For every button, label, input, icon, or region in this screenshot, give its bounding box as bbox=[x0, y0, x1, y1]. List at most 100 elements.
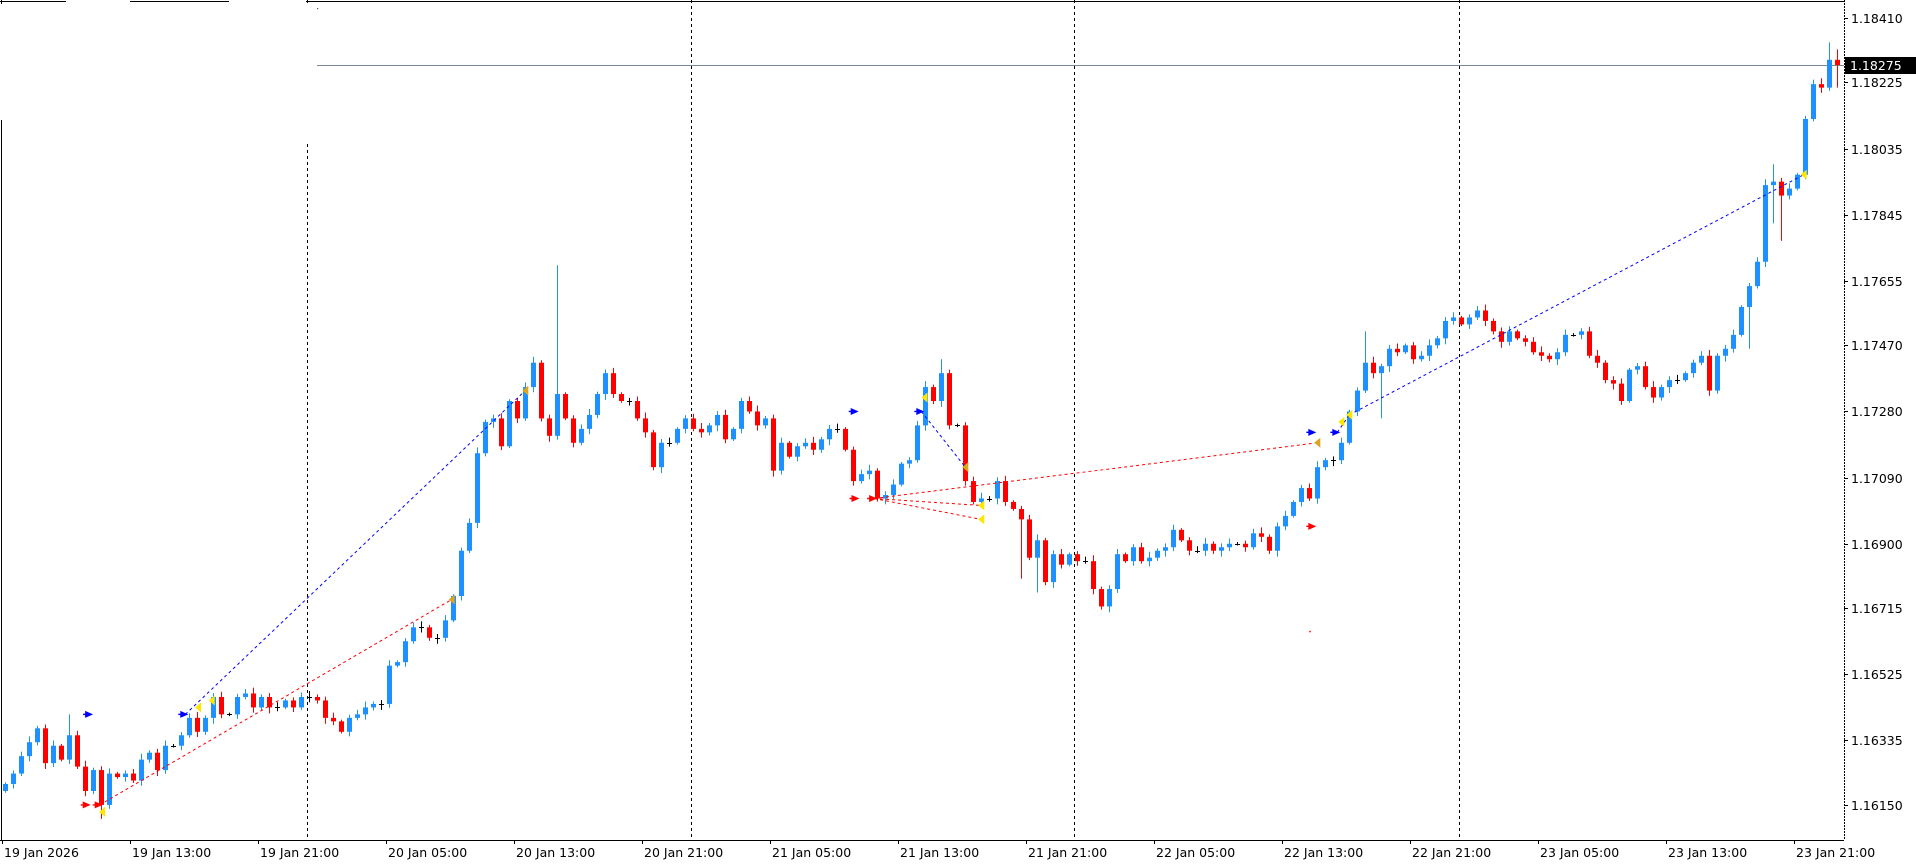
candle-body bbox=[179, 735, 184, 746]
candle bbox=[547, 414, 552, 442]
candle bbox=[1243, 540, 1248, 552]
candle bbox=[243, 688, 248, 700]
candle bbox=[195, 711, 200, 738]
candle-body bbox=[771, 418, 776, 471]
candle bbox=[1459, 315, 1464, 327]
candle-body bbox=[547, 418, 552, 436]
candle bbox=[1091, 555, 1096, 595]
candle-body bbox=[907, 460, 912, 464]
candle-body bbox=[971, 481, 976, 502]
candle-body bbox=[699, 428, 704, 433]
candle bbox=[59, 743, 64, 762]
candle bbox=[883, 491, 888, 505]
trade-line bbox=[184, 390, 526, 715]
candle bbox=[1171, 524, 1176, 552]
time-tick-label: 21 Jan 13:00 bbox=[900, 845, 979, 860]
candle-body bbox=[1531, 341, 1536, 353]
exit-triangle-icon bbox=[448, 594, 455, 605]
candle-body bbox=[1203, 543, 1208, 551]
candle bbox=[627, 397, 632, 406]
candle bbox=[1355, 387, 1360, 416]
sell-arrow-icon bbox=[80, 801, 91, 809]
candle bbox=[835, 423, 840, 433]
candle-body bbox=[1795, 174, 1800, 189]
candle-body bbox=[931, 387, 936, 402]
entry-triangle-icon bbox=[195, 702, 202, 713]
candle bbox=[843, 427, 848, 452]
candle bbox=[731, 427, 736, 442]
candle-body bbox=[1771, 181, 1776, 186]
candle bbox=[275, 702, 280, 712]
candle-body bbox=[43, 728, 48, 764]
candle bbox=[347, 714, 352, 737]
candle bbox=[307, 691, 312, 703]
candle bbox=[1235, 542, 1240, 546]
candle-body bbox=[859, 474, 864, 482]
price-tick-label: 1.17470 bbox=[1851, 338, 1903, 353]
candle-body bbox=[963, 425, 968, 482]
candle bbox=[763, 415, 768, 429]
candle bbox=[1411, 342, 1416, 364]
candle-body bbox=[131, 773, 136, 781]
candle-body bbox=[1291, 501, 1296, 516]
candle bbox=[1419, 351, 1424, 362]
candle-body bbox=[123, 773, 128, 778]
candle-body bbox=[731, 428, 736, 440]
candle bbox=[403, 638, 408, 667]
candle bbox=[1539, 346, 1544, 361]
dot-marker bbox=[1309, 630, 1311, 633]
panel-dot bbox=[317, 8, 319, 10]
candle-body bbox=[1419, 355, 1424, 360]
candle-body bbox=[1427, 345, 1432, 356]
candle bbox=[963, 422, 968, 486]
candle bbox=[659, 438, 664, 474]
candle-body bbox=[1163, 547, 1168, 551]
candle bbox=[739, 397, 744, 434]
time-tick-label: 22 Jan 21:00 bbox=[1412, 845, 1491, 860]
candle bbox=[1499, 327, 1504, 348]
candle-body bbox=[19, 756, 24, 774]
candle bbox=[1019, 505, 1024, 579]
candle-body bbox=[1627, 369, 1632, 402]
candle-body bbox=[267, 696, 272, 708]
candle-body bbox=[1547, 355, 1552, 360]
candle bbox=[1219, 543, 1224, 557]
candle bbox=[1595, 349, 1600, 368]
candle bbox=[1763, 179, 1768, 267]
candle bbox=[747, 396, 752, 414]
candle-body bbox=[619, 394, 624, 402]
entry-triangle-icon bbox=[978, 500, 985, 511]
candle bbox=[491, 414, 496, 428]
candle bbox=[251, 687, 256, 713]
candle bbox=[107, 768, 112, 809]
candle bbox=[1083, 556, 1088, 564]
trade-line bbox=[874, 498, 982, 506]
candle bbox=[283, 698, 288, 710]
candle-body bbox=[1099, 589, 1104, 607]
candle bbox=[1619, 378, 1624, 405]
candle-body bbox=[1667, 380, 1672, 388]
candle bbox=[1579, 328, 1584, 340]
candle-body bbox=[339, 721, 344, 732]
candle bbox=[1331, 456, 1336, 467]
price-tick-label: 1.17845 bbox=[1851, 208, 1903, 223]
candle bbox=[339, 719, 344, 734]
candle bbox=[1635, 363, 1640, 375]
candle-body bbox=[163, 745, 168, 771]
time-axis[interactable]: 19 Jan 2026 19 Jan 13:00 19 Jan 21:00 20 Ja… bbox=[2, 840, 1876, 860]
candle-body bbox=[779, 442, 784, 471]
candle-body bbox=[1259, 533, 1264, 537]
candle-body bbox=[1243, 543, 1248, 548]
price-axis[interactable]: 1.18410 1.18225 1.18035 1.17845 1.17655 1.174… bbox=[1844, 11, 1903, 813]
candle-body bbox=[1699, 355, 1704, 363]
candle-body bbox=[691, 418, 696, 429]
candle-body bbox=[803, 442, 808, 447]
candle bbox=[1563, 329, 1568, 357]
candle bbox=[1731, 329, 1736, 353]
entry-triangle-icon bbox=[978, 514, 985, 525]
candle-body bbox=[403, 641, 408, 663]
candle bbox=[1475, 305, 1480, 320]
candle-body bbox=[283, 700, 288, 708]
candle-body bbox=[107, 773, 112, 805]
